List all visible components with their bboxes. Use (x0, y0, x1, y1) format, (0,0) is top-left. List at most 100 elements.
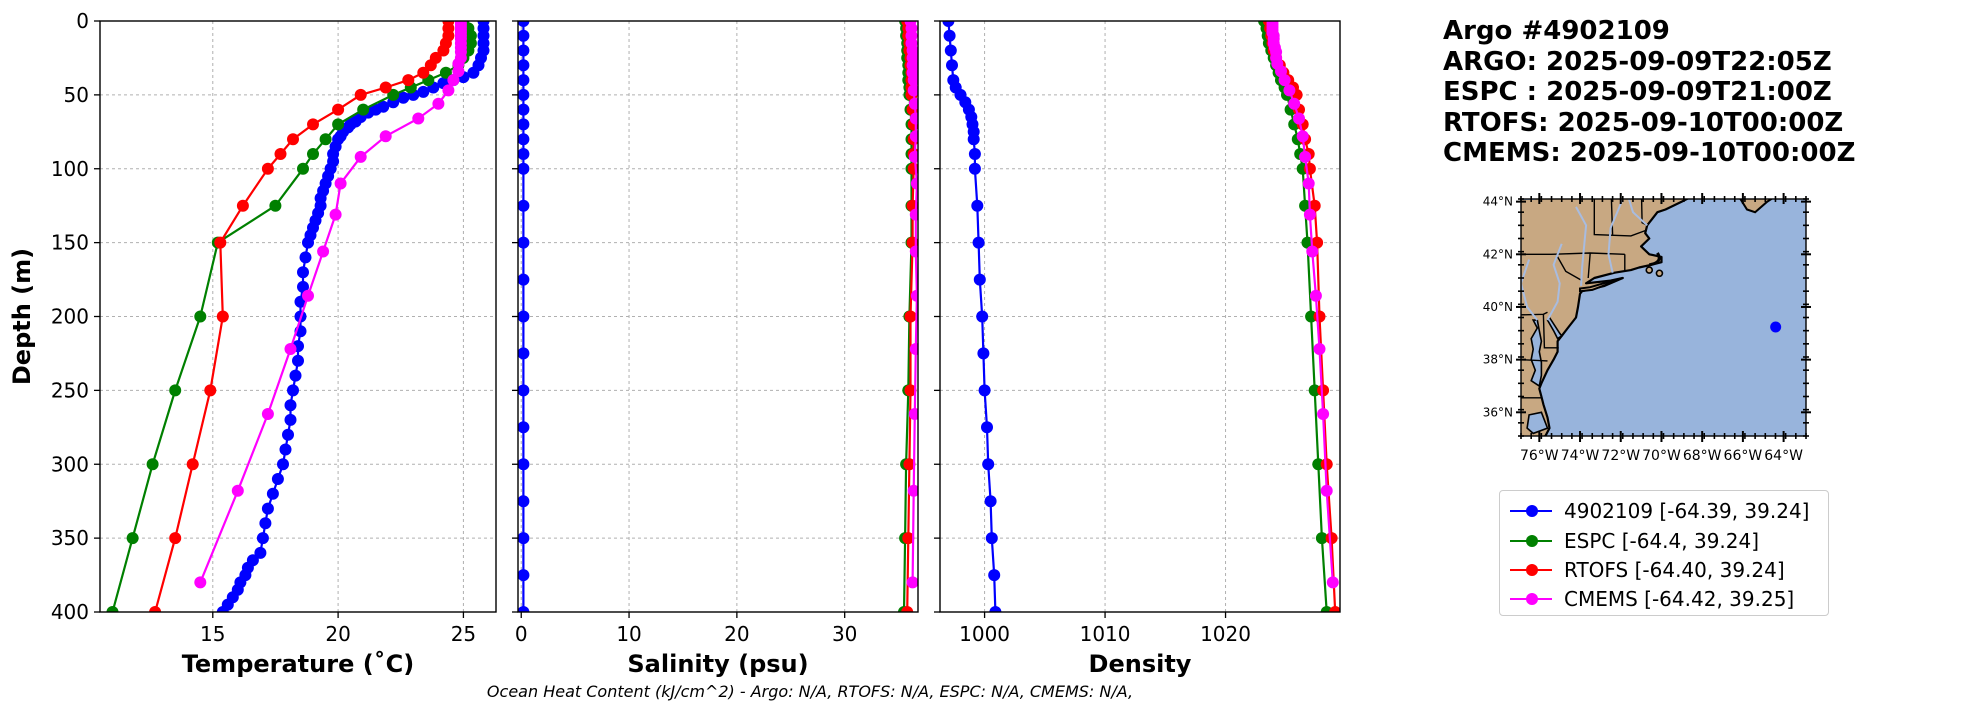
data-point-rtofs (354, 88, 367, 101)
legend-item-espc: ESPC [-64.4, 39.24] (1508, 527, 1759, 555)
data-point-argo (989, 606, 1002, 612)
map-area (1521, 199, 1806, 436)
data-point-rtofs (1329, 606, 1340, 612)
x-tick-label: 25 (451, 622, 476, 646)
data-point-cmems (442, 84, 455, 97)
long-island (1579, 277, 1624, 293)
data-point-argo (302, 236, 314, 249)
x-tick-label: 1020 (1200, 622, 1251, 646)
series-argo (216, 21, 490, 612)
data-point-rtofs (902, 532, 915, 545)
data-point-cmems (447, 74, 460, 87)
data-point-cmems (329, 208, 342, 221)
data-point-cmems (1302, 177, 1315, 190)
data-point-argo (261, 502, 274, 515)
axes-frame (939, 20, 1341, 613)
legend-label-rtofs: RTOFS [-64.40, 39.24] (1564, 558, 1785, 582)
data-point-rtofs (379, 81, 392, 94)
data-point-rtofs (214, 236, 227, 249)
legend-swatch-argo (1508, 501, 1554, 521)
data-point-argo (973, 273, 986, 286)
data-point-cmems (1299, 150, 1312, 163)
data-point-argo (289, 369, 302, 382)
ohc-footer: Ocean Heat Content (kJ/cm^2) - Argo: N/A… (486, 682, 1134, 701)
data-point-cmems (317, 245, 330, 258)
data-point-argo (943, 29, 956, 42)
data-point-argo (284, 399, 297, 412)
data-point-cmems (907, 84, 918, 97)
data-point-argo (282, 428, 294, 441)
data-point-argo (397, 91, 410, 104)
data-point-argo (518, 44, 530, 57)
data-point-argo (216, 606, 229, 612)
data-point-cmems (1320, 484, 1333, 497)
legend-item-cmems: CMEMS [-64.42, 39.25] (1508, 585, 1794, 613)
data-point-espc (1305, 310, 1318, 323)
data-point-rtofs (1320, 458, 1333, 471)
data-point-espc (319, 133, 332, 146)
data-point-cmems (231, 484, 244, 497)
data-point-cmems (1283, 84, 1296, 97)
x-tick-label: 1000 (959, 622, 1010, 646)
data-point-argo (518, 236, 530, 249)
x-tick-label: 0 (515, 622, 528, 646)
state-border (1542, 314, 1559, 349)
river (1607, 199, 1624, 273)
data-point-cmems (261, 408, 274, 420)
data-point-cmems (910, 289, 918, 302)
data-point-cmems (1303, 208, 1316, 221)
x-tick-label: 10 (616, 622, 641, 646)
series-rtofs (149, 21, 455, 612)
data-point-rtofs (1325, 532, 1338, 545)
plot-area (942, 21, 1340, 612)
river (1521, 259, 1539, 321)
data-point-cmems (907, 484, 918, 497)
data-point-cmems (1317, 408, 1330, 420)
data-point-rtofs (332, 103, 345, 116)
data-point-cmems (908, 150, 918, 163)
data-point-cmems (412, 112, 425, 125)
legend-item-rtofs: RTOFS [-64.40, 39.24] (1508, 556, 1785, 584)
series-cmems (904, 21, 918, 589)
data-point-espc (297, 162, 309, 175)
data-point-argo (299, 251, 312, 264)
data-point-argo (982, 458, 995, 471)
state-border (1556, 256, 1583, 282)
map-lon-label: 66°W (1724, 448, 1763, 464)
data-point-argo (518, 162, 530, 175)
data-point-cmems (909, 112, 918, 125)
data-point-cmems (284, 343, 297, 355)
plot-area (106, 21, 490, 612)
data-point-argo (518, 606, 530, 612)
y-tick-label: 250 (51, 378, 89, 402)
y-tick-label: 100 (51, 157, 89, 181)
data-point-argo (968, 162, 981, 175)
data-point-argo (972, 236, 985, 249)
data-point-argo (259, 517, 272, 530)
legend-label-argo: 4902109 [-64.39, 39.24] (1564, 499, 1810, 523)
chesapeake-bay (1530, 319, 1543, 388)
state-border (1587, 252, 1591, 279)
data-point-argo (518, 384, 530, 397)
data-point-cmems (1309, 289, 1322, 302)
data-point-argo (985, 532, 998, 545)
data-point-rtofs (216, 310, 229, 323)
data-point-rtofs (437, 44, 450, 57)
float-position-marker (1770, 321, 1782, 333)
data-point-espc (194, 310, 207, 323)
axes-frame (517, 20, 919, 613)
y-tick-label: 300 (51, 452, 89, 476)
data-point-argo (518, 495, 530, 508)
map-lat-label: 44°N (1483, 195, 1513, 209)
legend-label-espc: ESPC [-64.4, 39.24] (1564, 529, 1760, 553)
data-point-cmems (334, 177, 347, 190)
data-point-espc (1315, 532, 1328, 545)
data-point-cmems (354, 150, 367, 163)
data-point-argo (984, 495, 997, 508)
data-point-argo (297, 280, 309, 293)
data-point-cmems (906, 576, 918, 589)
data-point-rtofs (236, 199, 249, 212)
data-point-argo (978, 384, 991, 397)
data-point-argo (967, 133, 980, 146)
data-point-cmems (909, 130, 918, 143)
